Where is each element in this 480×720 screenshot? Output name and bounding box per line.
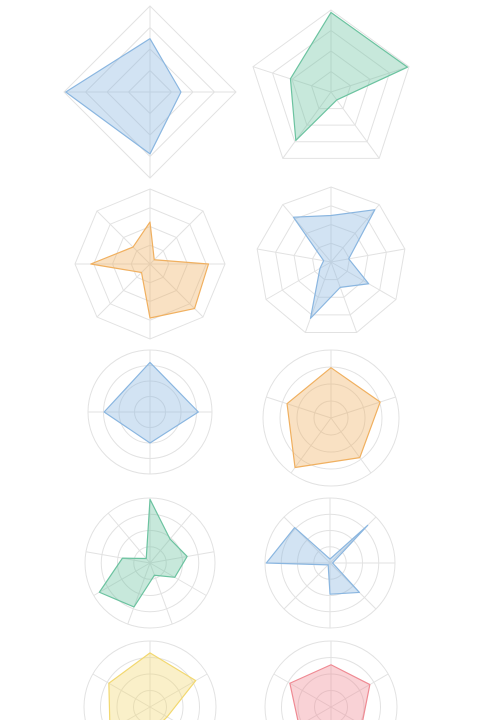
- radar-chart-8: [264, 497, 396, 629]
- grid-spoke: [329, 516, 377, 564]
- grid-spoke: [266, 396, 332, 419]
- grid-spoke: [252, 66, 332, 93]
- data-series-area: [103, 361, 199, 444]
- grid-spoke: [96, 210, 151, 265]
- radar-chart-5: [87, 349, 213, 475]
- grid-spoke: [107, 512, 151, 564]
- grid-spoke: [283, 516, 331, 564]
- grid-spoke: [330, 261, 397, 300]
- data-series-area: [292, 209, 376, 319]
- grid-ring: [256, 186, 406, 333]
- grid-spoke: [307, 706, 332, 720]
- radar-chart-10: [264, 640, 398, 720]
- grid-spoke: [149, 706, 174, 720]
- grid-spoke: [149, 512, 193, 564]
- grid-spoke: [330, 396, 396, 419]
- grid-spoke: [149, 551, 215, 564]
- radar-chart-9: [83, 640, 217, 720]
- grid-ring: [252, 9, 410, 159]
- grid-spoke: [257, 248, 332, 263]
- data-series-area: [108, 652, 197, 720]
- radar-chart-4: [256, 186, 406, 333]
- grid-spoke: [330, 248, 405, 263]
- data-series-area: [289, 11, 409, 142]
- grid-spoke: [330, 204, 380, 263]
- grid-spoke: [273, 673, 332, 708]
- grid-spoke: [149, 562, 207, 596]
- grid-spoke: [330, 706, 355, 720]
- data-series-area: [289, 664, 371, 720]
- data-series-area: [98, 498, 188, 608]
- grid-spoke: [92, 673, 151, 708]
- grid-ring: [291, 50, 371, 126]
- data-series-area: [65, 38, 182, 155]
- grid-ring: [275, 205, 387, 316]
- grid-spoke: [290, 417, 332, 474]
- data-series-area: [265, 524, 369, 595]
- grid-spoke: [93, 562, 151, 596]
- grid-spoke: [283, 562, 331, 610]
- grid-spoke: [330, 91, 380, 159]
- grid-spoke: [85, 551, 151, 564]
- grid-spoke: [126, 706, 151, 720]
- grid-spoke: [304, 261, 332, 333]
- data-series-area: [90, 221, 210, 319]
- grid-ring: [310, 70, 352, 110]
- radar-chart-7: [84, 497, 216, 629]
- radar-chart-1: [63, 5, 237, 179]
- grid-spoke: [127, 562, 151, 625]
- grid-spoke: [330, 673, 389, 708]
- grid-spoke: [282, 91, 332, 159]
- grid-spoke: [149, 562, 173, 625]
- grid-spoke: [330, 66, 410, 93]
- grid-spoke: [282, 204, 332, 263]
- grid-ring: [271, 29, 391, 143]
- radar-chart-6: [262, 349, 400, 487]
- grid-spoke: [149, 210, 204, 265]
- data-series-area: [286, 367, 381, 469]
- radar-chart-2: [252, 9, 410, 159]
- grid-ring: [312, 242, 350, 281]
- radar-chart-3: [74, 188, 226, 340]
- grid-spoke: [330, 417, 372, 474]
- grid-spoke: [149, 673, 208, 708]
- grid-spoke: [330, 261, 358, 333]
